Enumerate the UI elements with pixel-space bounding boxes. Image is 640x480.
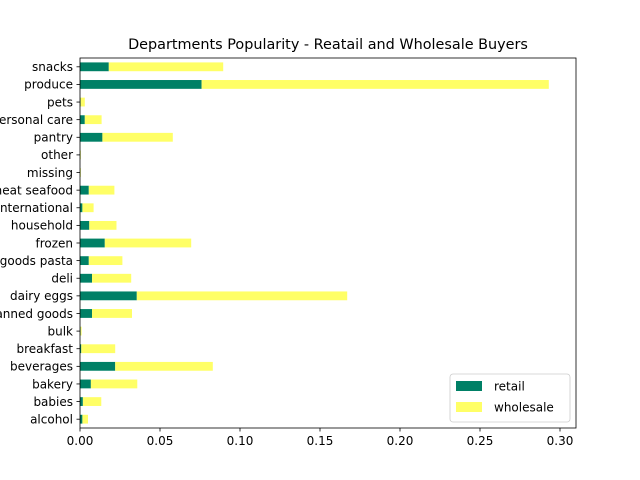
y-tick-label-babies: babies (33, 395, 73, 409)
bar-retail-produce (80, 80, 202, 89)
y-tick-label-frozen: frozen (35, 236, 73, 250)
bar-retail-personal-care (80, 115, 85, 125)
x-tick-label-6: 0.30 (547, 434, 574, 448)
y-tick-label-beverages: beverages (10, 360, 73, 374)
y-tick-label-household: household (11, 219, 73, 233)
bar-wholesale-produce (201, 80, 549, 89)
bar-wholesale-meat-seafood (88, 185, 115, 195)
legend-label-retail: retail (494, 380, 525, 394)
x-tick-label-4: 0.20 (387, 434, 414, 448)
x-axis: 0.00 0.05 0.10 0.15 0.20 0.25 0.30 (67, 428, 574, 448)
x-tick-label-2: 0.10 (227, 434, 254, 448)
bar-wholesale-personal-care (84, 115, 102, 125)
bars-group (80, 62, 549, 424)
legend-swatch-retail (456, 381, 482, 391)
bar-wholesale-frozen (104, 238, 192, 248)
chart-title: Departments Popularity - Reatail and Who… (128, 37, 528, 53)
y-tick-label-deli: deli (51, 272, 73, 286)
bar-wholesale-international (82, 203, 94, 213)
bar-retail-frozen (80, 238, 105, 248)
y-tick-label-dry-goods-pasta: dry goods pasta (0, 254, 73, 268)
bar-wholesale-pantry (102, 132, 173, 142)
plot-frame (79, 57, 577, 429)
bar-wholesale-household (89, 220, 117, 230)
bar-wholesale-beverages (115, 361, 213, 371)
bar-wholesale-dairy-eggs (136, 291, 348, 301)
x-tick-label-1: 0.05 (147, 434, 174, 448)
y-tick-label-pets: pets (47, 95, 73, 109)
x-tick-label-0: 0.00 (67, 434, 94, 448)
bar-wholesale-bulk (80, 326, 82, 336)
bar-retail-pantry (80, 132, 103, 142)
y-tick-label-produce: produce (24, 78, 73, 92)
y-tick-label-alcohol: alcohol (30, 412, 73, 426)
bar-retail-alcohol (80, 414, 83, 424)
x-tick-label-3: 0.15 (307, 434, 334, 448)
y-tick-label-other: other (41, 148, 73, 162)
bar-retail-dry-goods-pasta (80, 256, 89, 266)
y-tick-label-meat-seafood: meat seafood (0, 183, 73, 197)
bar-wholesale-snacks (108, 62, 224, 72)
y-tick-label-bulk: bulk (47, 324, 73, 338)
bar-retail-dairy-eggs (80, 291, 137, 301)
bar-retail-snacks (80, 62, 109, 72)
legend-swatch-wholesale (456, 402, 482, 412)
legend: retail wholesale (449, 373, 571, 423)
bar-retail-household (80, 220, 90, 230)
y-tick-label-snacks: snacks (32, 60, 73, 74)
y-tick-label-international: international (0, 201, 73, 215)
bar-wholesale-pets (80, 97, 85, 107)
y-tick-label-bakery: bakery (32, 377, 73, 391)
bar-retail-breakfast (80, 344, 82, 354)
bar-retail-deli (80, 273, 92, 283)
y-tick-label-dairy-eggs: dairy eggs (10, 289, 73, 303)
legend-label-wholesale: wholesale (494, 401, 554, 415)
bar-retail-canned-goods (80, 309, 92, 318)
bar-retail-bakery (80, 379, 91, 389)
bar-wholesale-canned-goods (92, 309, 132, 318)
y-tick-label-personal-care: personal care (0, 113, 73, 127)
y-tick-label-canned-goods: canned goods (0, 307, 73, 321)
bar-wholesale-dry-goods-pasta (88, 256, 123, 266)
bar-retail-international (80, 203, 83, 213)
y-tick-label-pantry: pantry (34, 131, 73, 145)
bar-wholesale-bakery (90, 379, 138, 389)
bar-wholesale-alcohol (82, 414, 88, 424)
bar-retail-beverages (80, 361, 116, 371)
bar-wholesale-deli (92, 273, 132, 283)
bar-retail-babies (80, 397, 83, 406)
y-axis: alcohol babies bakery beverages breakfast bul… (0, 60, 80, 426)
x-tick-label-5: 0.25 (467, 434, 494, 448)
bar-wholesale-babies (82, 397, 102, 406)
y-tick-label-missing: missing (27, 166, 73, 180)
bar-wholesale-breakfast (81, 344, 116, 354)
bar-retail-meat-seafood (80, 185, 89, 195)
y-tick-label-breakfast: breakfast (16, 342, 73, 356)
